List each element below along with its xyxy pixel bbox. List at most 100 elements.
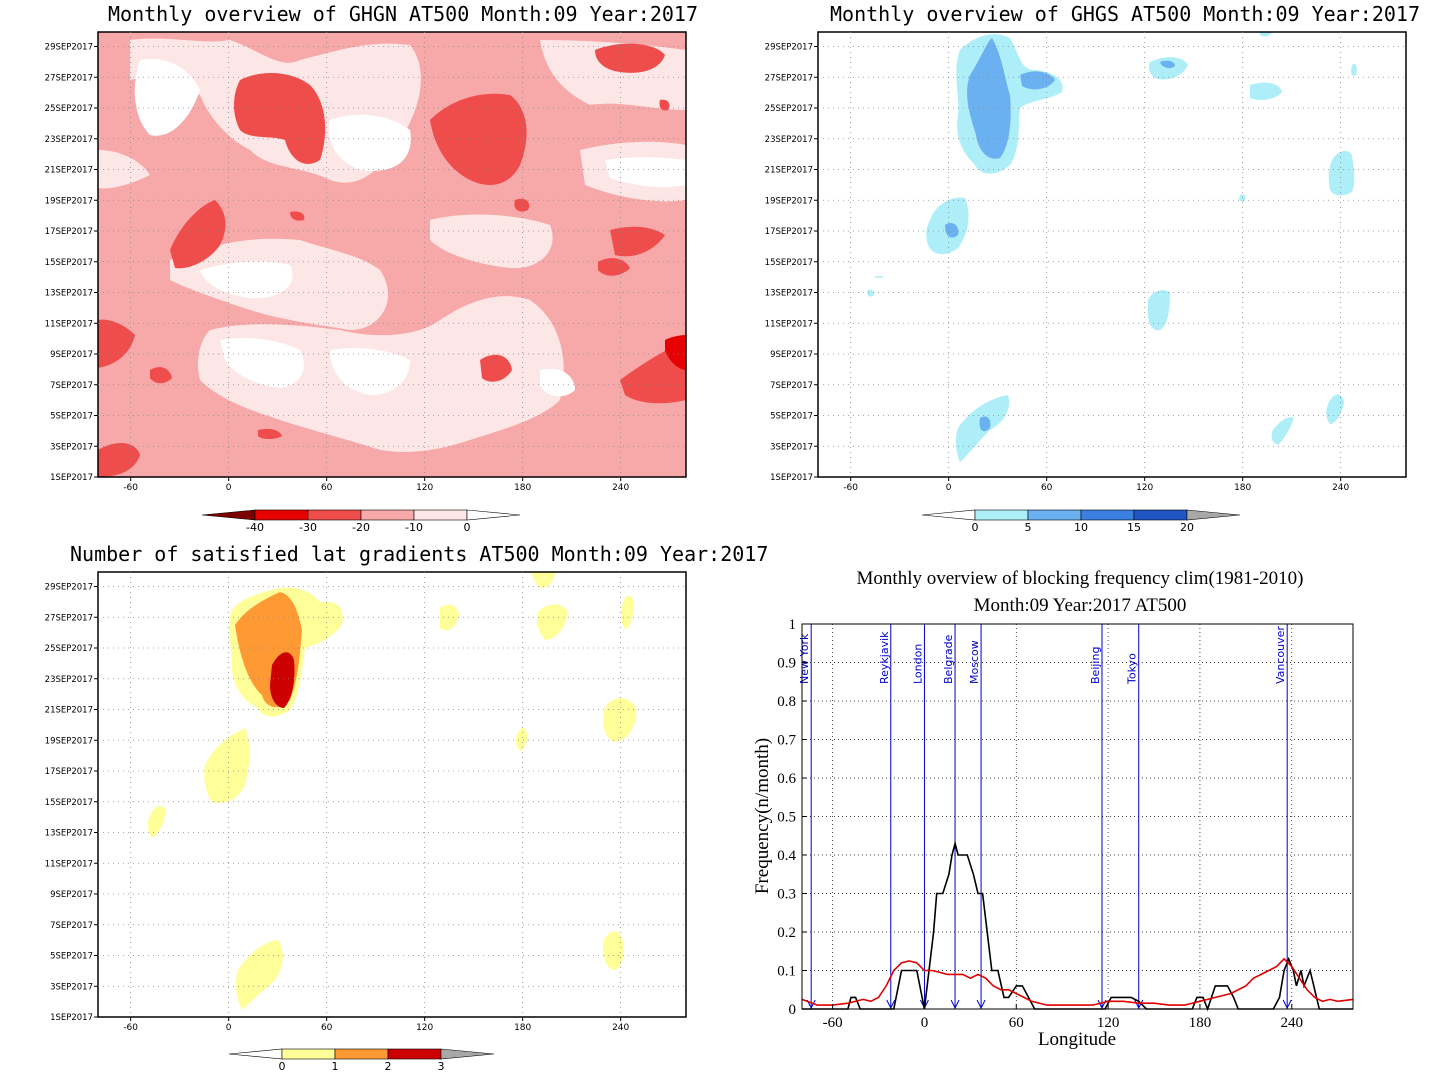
y-tick-label: 5SEP2017 <box>50 952 93 962</box>
x-tick-label: -60 <box>843 483 858 493</box>
gradients-panel: Number of satisfied lat gradients AT500 … <box>0 540 769 1091</box>
x-tick-label: 120 <box>416 1023 433 1033</box>
legend-triangle-right <box>466 509 521 521</box>
blocking-title-line2: Month:09 Year:2017 AT500 <box>973 595 1187 616</box>
city-arrow-icon <box>886 999 896 1010</box>
legend-triangle-left <box>228 1048 283 1060</box>
y-tick-label: 19SEP2017 <box>765 196 813 206</box>
y-tick-label: 0.1 <box>777 964 796 980</box>
x-tick-label: 120 <box>1136 483 1153 493</box>
gradients-y-ticks: 1SEP2017 3SEP2017 5SEP2017 7SEP2017 9SEP2017… <box>45 583 98 1023</box>
y-tick-label: 29SEP2017 <box>45 43 93 53</box>
y-tick-label: 0.3 <box>777 887 796 903</box>
legend-color-box <box>281 1048 336 1060</box>
ghgs-grid <box>818 32 1406 477</box>
legend-label: -20 <box>352 521 370 534</box>
legend-color-box <box>413 509 468 521</box>
blocking-title-line1: Monthly overview of blocking frequency c… <box>856 568 1304 589</box>
x-tick-label: -60 <box>123 483 138 493</box>
ghgs-x-ticks: -60 0 60 120 180 240 <box>843 477 1350 493</box>
legend-label: 2 <box>385 1060 392 1073</box>
legend-label: -40 <box>246 521 264 534</box>
city-label: Belgrade <box>942 634 955 684</box>
ghgn-field <box>98 32 686 477</box>
x-tick-label: 60 <box>321 483 333 493</box>
gradients-title: Number of satisfied lat gradients AT500 … <box>70 542 769 566</box>
legend-label: 0 <box>972 521 979 534</box>
y-tick-label: 23SEP2017 <box>45 675 93 685</box>
city-arrow-icon <box>1282 999 1292 1010</box>
x-tick-label: 240 <box>612 483 629 493</box>
city-arrow-icon <box>976 999 986 1010</box>
y-tick-label: 23SEP2017 <box>765 135 813 145</box>
blocking-ticks: 0 0.1 0.2 0.3 0.4 0.5 0.6 0.7 0.8 0.9 1 -60 0 60 120 18… <box>777 617 1303 1031</box>
y-tick-label: 21SEP2017 <box>765 166 813 176</box>
y-tick-label: 3SEP2017 <box>50 982 93 992</box>
y-tick-label: 0 <box>789 1002 797 1018</box>
ghgs-title: Monthly overview of GHGS AT500 Month:09 … <box>830 2 1421 26</box>
ghgn-x-ticks: -60 0 60 120 180 240 <box>123 477 630 493</box>
legend-color-box <box>1027 509 1082 521</box>
legend-label: -30 <box>299 521 317 534</box>
ghgs-y-ticks: 1SEP2017 3SEP2017 5SEP2017 7SEP2017 9SEP2017… <box>765 43 818 483</box>
y-tick-label: 5SEP2017 <box>50 412 93 422</box>
x-tick-label: 240 <box>1332 483 1349 493</box>
ghgs-field <box>867 32 1357 462</box>
y-tick-label: 13SEP2017 <box>45 829 93 839</box>
y-tick-label: 15SEP2017 <box>45 798 93 808</box>
x-tick-label: -60 <box>123 1023 138 1033</box>
ghgn-title: Monthly overview of GHGN AT500 Month:09 … <box>108 2 699 26</box>
blocking-ylabel: Frequency(n/month) <box>752 738 773 894</box>
y-tick-label: 9SEP2017 <box>50 350 93 360</box>
y-tick-label: 11SEP2017 <box>45 859 93 869</box>
legend-label: -10 <box>405 521 423 534</box>
y-tick-label: 11SEP2017 <box>45 319 93 329</box>
legend-label: 1 <box>332 1060 339 1073</box>
city-label: London <box>911 644 924 684</box>
y-tick-label: 25SEP2017 <box>45 644 93 654</box>
y-tick-label: 29SEP2017 <box>45 583 93 593</box>
legend-color-box <box>1080 509 1135 521</box>
y-tick-label: 17SEP2017 <box>765 227 813 237</box>
y-tick-label: 0.6 <box>777 771 796 787</box>
x-tick-label: 60 <box>1041 483 1053 493</box>
y-tick-label: 0.7 <box>777 733 796 749</box>
y-tick-label: 13SEP2017 <box>765 289 813 299</box>
y-tick-label: 17SEP2017 <box>45 767 93 777</box>
y-tick-label: 0.2 <box>777 925 796 941</box>
x-tick-label: 0 <box>946 483 952 493</box>
y-tick-label: 27SEP2017 <box>45 73 93 83</box>
legend-triangle-right <box>1186 509 1241 521</box>
y-tick-label: 1SEP2017 <box>770 473 813 483</box>
y-tick-label: 7SEP2017 <box>50 921 93 931</box>
ghgs-plot: 1SEP2017 3SEP2017 5SEP2017 7SEP2017 9SEP2017… <box>765 31 1407 534</box>
legend-color-box <box>307 509 362 521</box>
legend-color-box <box>387 1048 442 1060</box>
legend-label: 0 <box>279 1060 286 1073</box>
blocking-city-markers: New York Reykjavik London Belgrade Moscow Bei… <box>798 624 1292 1010</box>
y-tick-label: 27SEP2017 <box>45 613 93 623</box>
x-tick-label: 0 <box>226 1023 232 1033</box>
legend-color-box <box>334 1048 389 1060</box>
ghgn-y-ticks: 1SEP2017 3SEP2017 5SEP2017 7SEP2017 9SEP2017… <box>45 43 98 483</box>
legend-triangle-right <box>440 1048 495 1060</box>
legend-label: 20 <box>1180 521 1194 534</box>
x-tick-label: 0 <box>921 1015 929 1031</box>
x-tick-label: 120 <box>416 483 433 493</box>
y-tick-label: 25SEP2017 <box>765 104 813 114</box>
ghgs-legend: 0 5 10 15 20 <box>921 509 1241 534</box>
x-tick-label: 180 <box>514 1023 531 1033</box>
ghgn-panel: Monthly overview of GHGN AT500 Month:09 … <box>0 0 720 545</box>
x-tick-label: 60 <box>1009 1015 1024 1031</box>
ghgn-grid <box>98 32 686 477</box>
x-tick-label: 0 <box>226 483 232 493</box>
y-tick-label: 9SEP2017 <box>50 890 93 900</box>
blocking-chart: New York Reykjavik London Belgrade Moscow Bei… <box>752 617 1354 1050</box>
y-tick-label: 15SEP2017 <box>765 258 813 268</box>
y-tick-label: 13SEP2017 <box>45 289 93 299</box>
y-tick-label: 27SEP2017 <box>765 73 813 83</box>
legend-label: 15 <box>1127 521 1141 534</box>
y-tick-label: 7SEP2017 <box>770 381 813 391</box>
y-tick-label: 19SEP2017 <box>45 196 93 206</box>
legend-label: 5 <box>1025 521 1032 534</box>
